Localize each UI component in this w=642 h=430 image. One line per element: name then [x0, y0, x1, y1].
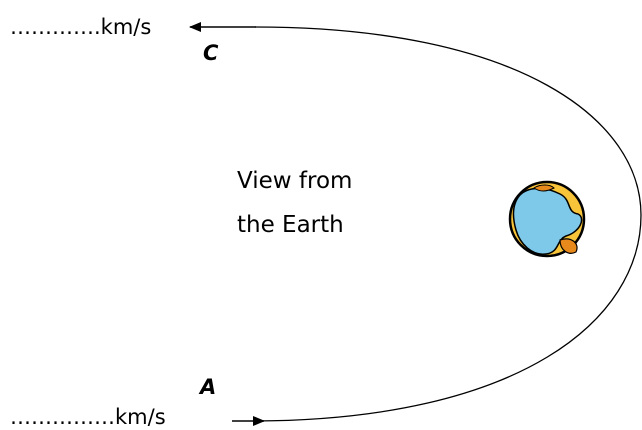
caption-line: View from — [237, 168, 352, 194]
bottom-speed: ……………km/s — [10, 405, 166, 429]
top-speed: ………….km/s — [10, 15, 151, 39]
caption-line: the Earth — [237, 212, 344, 238]
point-c: C — [203, 41, 219, 65]
earth — [508, 180, 586, 258]
point-a: A — [198, 375, 216, 399]
orbit — [254, 26, 642, 422]
